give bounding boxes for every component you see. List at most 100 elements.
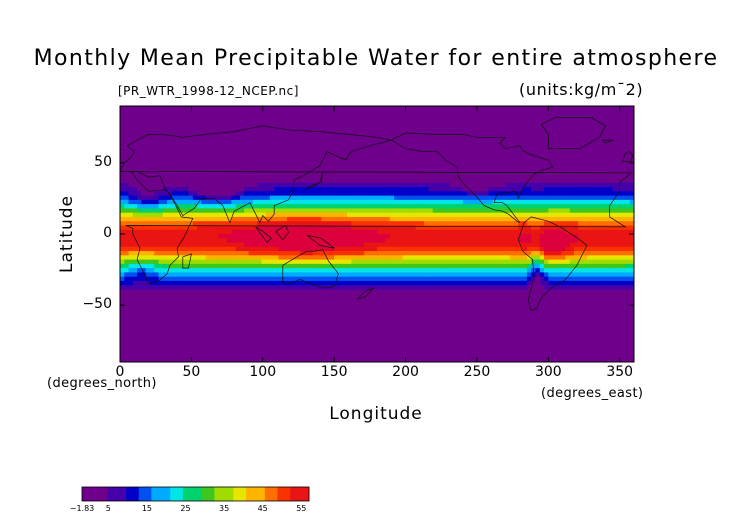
- field-cell: [351, 187, 356, 192]
- field-cell: [244, 323, 249, 329]
- field-cell: [377, 106, 382, 111]
- field-cell: [364, 212, 369, 218]
- field-cell: [334, 238, 339, 243]
- field-cell: [389, 298, 395, 303]
- field-cell: [124, 234, 129, 239]
- field-cell: [321, 259, 326, 265]
- field-cell: [214, 306, 219, 312]
- field-cell: [449, 234, 455, 239]
- field-cell: [445, 106, 451, 111]
- field-cell: [441, 298, 446, 303]
- field-cell: [128, 118, 134, 124]
- field-cell: [321, 148, 326, 154]
- field-cell: [252, 263, 258, 269]
- field-cell: [441, 238, 446, 243]
- field-cell: [205, 118, 211, 124]
- field-cell: [179, 208, 185, 214]
- field-cell: [291, 246, 297, 252]
- field-cell: [252, 182, 258, 188]
- field-cell: [342, 225, 348, 231]
- field-cell: [149, 229, 155, 235]
- field-cell: [128, 293, 134, 299]
- field-cell: [338, 289, 344, 295]
- field-cell: [231, 302, 237, 307]
- field-cell: [364, 216, 369, 222]
- field-cell: [419, 268, 425, 273]
- field-cell: [445, 306, 451, 312]
- field-cell: [201, 144, 207, 150]
- field-cell: [120, 114, 125, 120]
- field-cell: [227, 191, 232, 196]
- field-cell: [218, 332, 224, 337]
- field-cell: [261, 298, 267, 303]
- field-cell: [244, 135, 249, 141]
- field-cell: [466, 353, 472, 359]
- field-cell: [436, 131, 442, 137]
- field-cell: [291, 106, 297, 111]
- field-cell: [419, 349, 425, 354]
- field-cell: [308, 174, 314, 179]
- field-cell: [325, 195, 331, 201]
- field-cell: [436, 340, 442, 346]
- field-cell: [145, 323, 151, 329]
- field-cell: [355, 327, 361, 333]
- field-cell: [347, 225, 352, 231]
- field-cell: [325, 178, 331, 184]
- field-cell: [329, 349, 335, 354]
- field-cell: [466, 327, 472, 333]
- field-cell: [317, 234, 322, 239]
- field-cell: [235, 234, 241, 239]
- field-cell: [342, 140, 348, 145]
- field-cell: [141, 285, 147, 290]
- field-cell: [171, 336, 177, 342]
- field-cell: [265, 344, 271, 350]
- field-cell: [454, 182, 459, 188]
- field-cell: [471, 148, 476, 154]
- field-cell: [124, 114, 129, 120]
- field-cell: [321, 349, 326, 354]
- field-cell: [167, 344, 172, 350]
- field-cell: [222, 199, 228, 205]
- field-cell: [402, 182, 408, 188]
- field-cell: [149, 280, 155, 286]
- field-cell: [154, 221, 159, 226]
- field-cell: [248, 357, 254, 362]
- field-cell: [377, 336, 382, 342]
- field-cell: [205, 336, 211, 342]
- field-cell: [394, 327, 399, 333]
- colorbar-tick-label: 45: [257, 504, 268, 513]
- field-cell: [145, 178, 151, 184]
- field-cell: [449, 276, 455, 282]
- field-cell: [359, 306, 365, 312]
- field-cell: [124, 123, 129, 128]
- field-cell: [406, 182, 412, 188]
- field-cell: [192, 221, 198, 226]
- field-cell: [128, 170, 134, 175]
- field-cell: [462, 238, 468, 243]
- field-cell: [347, 285, 352, 290]
- field-cell: [179, 340, 185, 346]
- field-cell: [394, 293, 399, 299]
- field-cell: [436, 148, 442, 154]
- field-cell: [188, 306, 194, 312]
- field-cell: [347, 349, 352, 354]
- field-cell: [124, 332, 129, 337]
- field-cell: [124, 302, 129, 307]
- field-cell: [188, 344, 194, 350]
- field-cell: [214, 302, 219, 307]
- field-cell: [175, 199, 181, 205]
- field-cell: [231, 353, 237, 359]
- field-cell: [334, 255, 339, 260]
- field-cell: [377, 251, 382, 256]
- field-cell: [218, 280, 224, 286]
- field-cell: [424, 212, 429, 218]
- field-cell: [317, 327, 322, 333]
- field-cell: [466, 238, 472, 243]
- field-cell: [394, 353, 399, 359]
- field-cell: [274, 204, 279, 209]
- field-cell: [145, 255, 151, 260]
- field-cell: [402, 174, 408, 179]
- field-cell: [197, 182, 202, 188]
- field-cell: [372, 135, 378, 141]
- field-cell: [205, 123, 211, 128]
